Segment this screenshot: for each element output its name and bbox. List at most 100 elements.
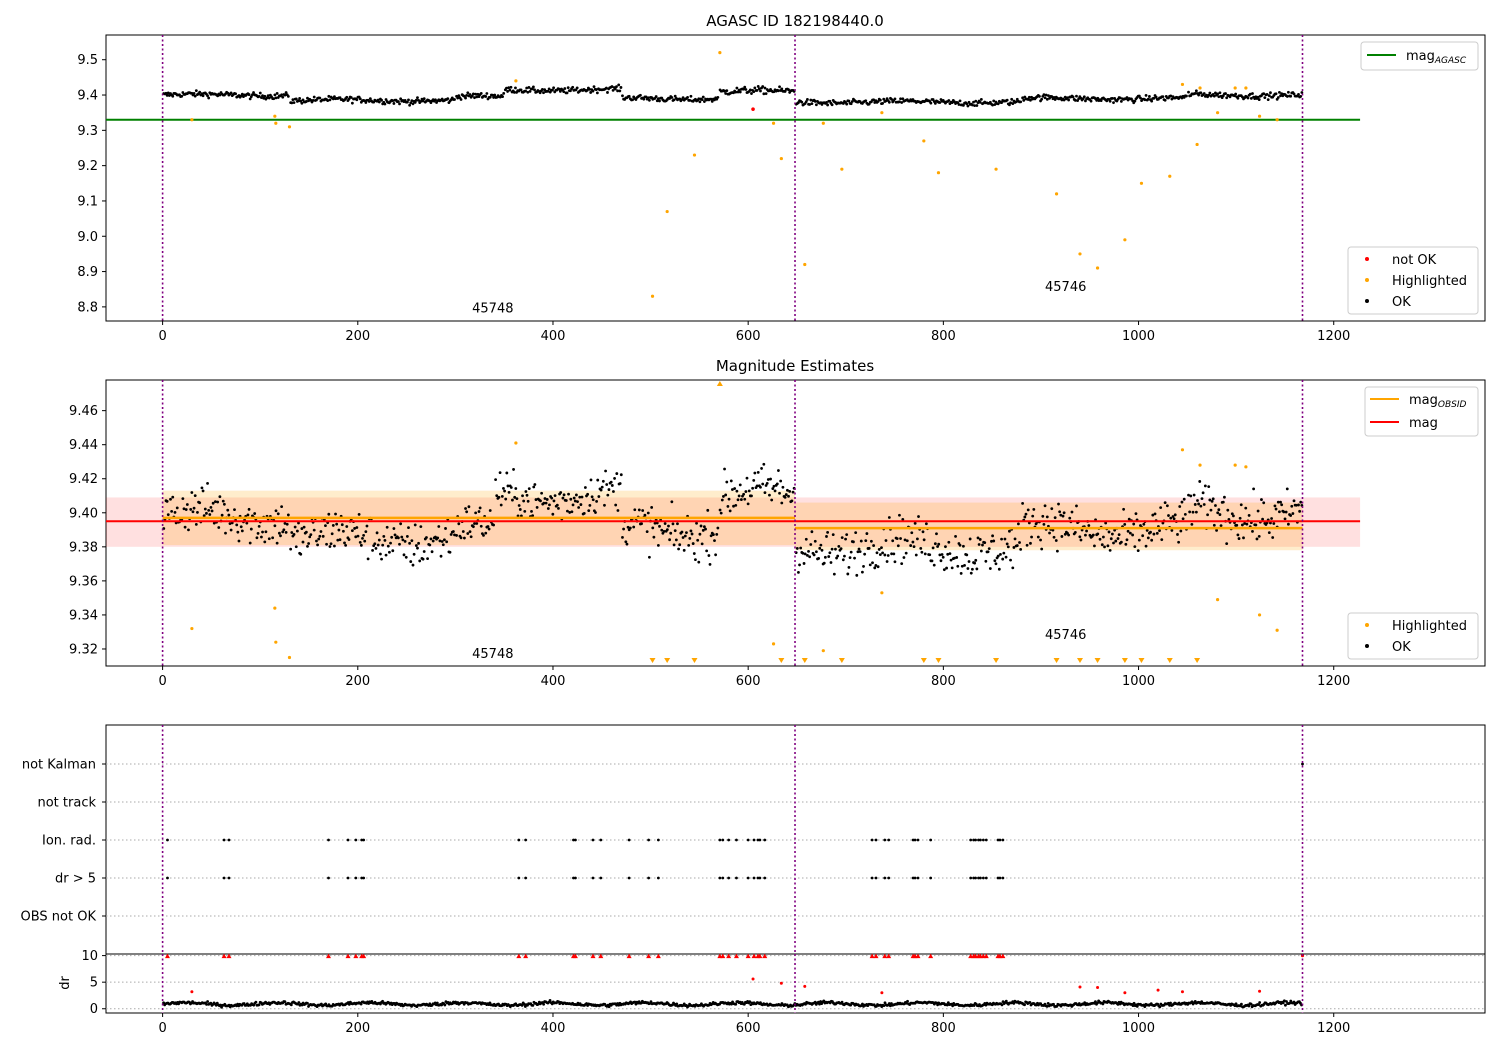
- panel2-ok-point: [1256, 509, 1260, 513]
- panel1-ok-point: [299, 99, 303, 103]
- panel2-ok-point: [1238, 516, 1242, 520]
- panel2-ok-point: [677, 547, 680, 551]
- panel2-ok-point: [417, 541, 420, 545]
- panel1-highlighted-point: [1244, 86, 1248, 90]
- panel2-ok-point: [959, 571, 963, 575]
- panel2-ok-point: [803, 552, 807, 556]
- panel1-ok-point: [1125, 96, 1129, 99]
- panel2-ok-point: [363, 539, 367, 543]
- panel2-ok-point: [465, 510, 469, 514]
- panel3-flag-point: [746, 876, 750, 880]
- panel1-ok-point: [1269, 91, 1272, 95]
- panel1-xtick-label: 600: [736, 329, 761, 344]
- panel1-ok-point: [372, 100, 376, 104]
- panel2-ok-point: [282, 528, 286, 532]
- panel2-ok-point: [377, 538, 381, 542]
- panel2-ok-point: [439, 554, 443, 558]
- panel2-ok-point: [1031, 514, 1035, 518]
- panel3-flag-point: [916, 876, 920, 880]
- panel2-ok-point: [761, 482, 765, 486]
- panel2-ok-point: [711, 533, 715, 536]
- panel2-ok-point: [689, 529, 693, 533]
- panel2-ok-point: [1163, 501, 1167, 504]
- panel2-ok-point: [1252, 487, 1256, 491]
- panel2-ok-point: [790, 499, 794, 503]
- panel2-ok-point: [801, 551, 805, 555]
- panel2-ok-point: [1127, 517, 1131, 521]
- panel2-ok-point: [403, 539, 407, 543]
- panel2-ok-point: [935, 532, 938, 536]
- panel1-ok-point: [1218, 91, 1222, 95]
- panel2-ok-point: [616, 509, 620, 512]
- panel1-ok-point: [411, 102, 415, 106]
- panel1-title: AGASC ID 182198440.0: [706, 12, 884, 30]
- panel2-ok-point: [210, 509, 214, 513]
- panel2-ok-point: [1192, 493, 1196, 497]
- panel1-ok-point: [1108, 99, 1112, 103]
- panel1-highlighted-point: [1095, 266, 1100, 270]
- panel3-dr-point: [219, 1003, 222, 1007]
- panel1-ok-point: [542, 91, 545, 95]
- panel2-ok-point: [341, 529, 345, 533]
- panel2-ok-point: [1133, 545, 1137, 549]
- panel1-ok-point: [616, 89, 619, 93]
- panel3-flag-point: [327, 838, 330, 842]
- panel2-ok-point: [236, 530, 240, 534]
- panel1-ok-point: [484, 95, 488, 98]
- panel1-ok-point: [804, 100, 808, 104]
- panel1-highlighted-point: [287, 125, 292, 129]
- panel1-ok-point: [899, 97, 902, 101]
- panel1-ok-point: [465, 93, 469, 97]
- panel2-ok-point: [504, 497, 508, 501]
- panel1-legend-point-label: not OK: [1392, 253, 1437, 268]
- panel1-ok-point: [312, 95, 316, 99]
- panel1-ok-point: [589, 91, 593, 94]
- panel3-flag-point: [647, 876, 651, 880]
- panel2-ok-point: [468, 530, 472, 534]
- panel3-flag-point: [721, 876, 725, 880]
- panel2-ok-point: [1116, 537, 1120, 540]
- panel1-ok-point: [377, 100, 381, 104]
- panel2-ok-point: [938, 553, 942, 557]
- panel2-ok-point: [405, 535, 409, 538]
- panel2-ok-point: [411, 563, 415, 567]
- panel2-ok-point: [858, 550, 862, 554]
- panel1-ok-point: [1299, 95, 1303, 98]
- panel3-flag-point: [735, 838, 738, 842]
- panel1-ok-point: [700, 98, 704, 101]
- panel2-ok-point: [526, 499, 530, 503]
- panel2-ok-point: [1036, 535, 1040, 539]
- panel1-ok-point: [575, 86, 579, 90]
- panel1-ok-point: [1207, 93, 1211, 97]
- panel2-ok-point: [506, 484, 510, 488]
- panel2-ok-point: [963, 564, 966, 567]
- panel2-ok-point: [1043, 504, 1047, 508]
- panel1-ok-point: [1289, 94, 1293, 98]
- panel3-dr-point: [1045, 1004, 1049, 1008]
- panel2-xtick-label: 0: [158, 674, 166, 689]
- panel2-highlighted-point: [287, 655, 292, 660]
- panel1-ok-point: [809, 98, 813, 102]
- panel2-ok-point: [1179, 529, 1183, 533]
- panel1-ok-point: [1009, 101, 1012, 105]
- panel1-ok-point: [673, 94, 677, 98]
- panel1-ok-point: [1169, 94, 1173, 98]
- panel1-ytick-label: 9.0: [77, 230, 98, 245]
- panel2-ok-point: [668, 538, 672, 542]
- panel2-ok-point: [682, 548, 686, 552]
- panel2-ok-point: [1282, 510, 1286, 514]
- panel2-ok-point: [588, 503, 592, 507]
- panel2-highlighted-point: [190, 626, 194, 631]
- panel1-ok-point: [218, 93, 222, 97]
- panel2-ok-point: [407, 526, 410, 530]
- panel3-dr-clipped-marker: [915, 953, 921, 959]
- panel2-ok-point: [1004, 555, 1008, 559]
- panel2-ok-point: [904, 551, 908, 555]
- panel2-ok-point: [1208, 498, 1212, 502]
- panel2-ok-point: [393, 533, 397, 537]
- panel1-ok-point: [672, 98, 676, 102]
- panel1-ok-point: [514, 86, 517, 90]
- panel2-ok-point: [826, 530, 830, 534]
- panel2-ok-point: [226, 508, 230, 512]
